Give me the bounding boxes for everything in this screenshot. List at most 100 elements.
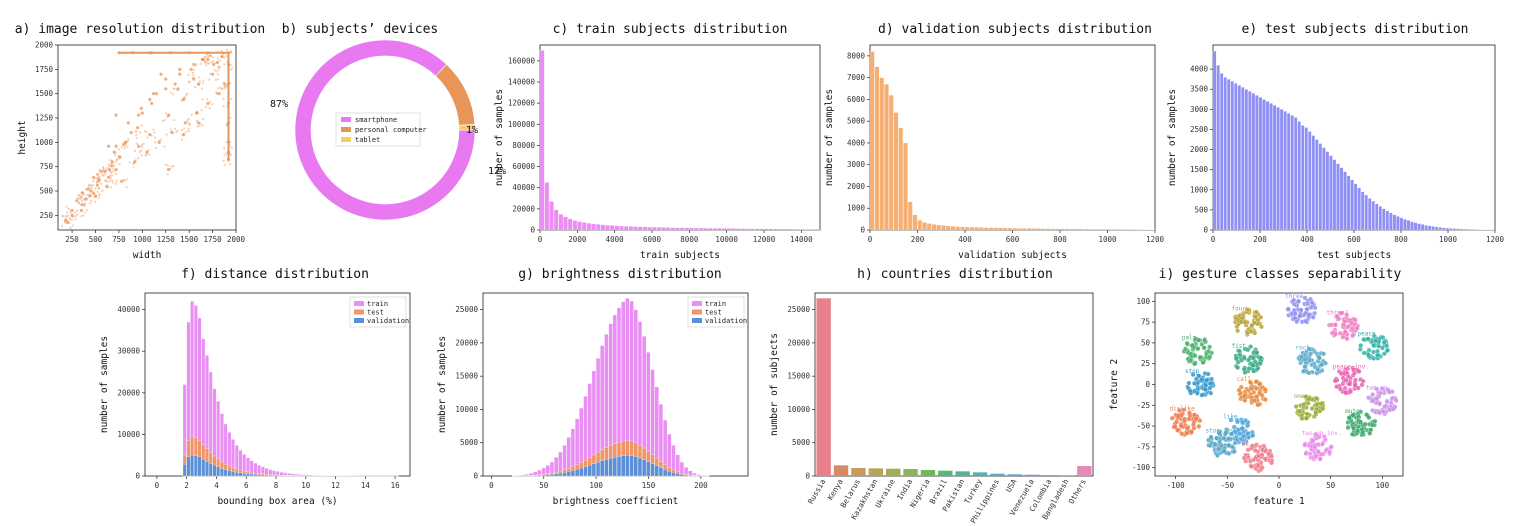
- cluster-point: [1370, 398, 1376, 404]
- histogram-bar: [1107, 229, 1113, 231]
- bar-validation: [242, 473, 247, 477]
- cluster-point: [1226, 442, 1232, 448]
- scatter-point: [89, 195, 92, 198]
- scatter-point: [125, 140, 128, 143]
- scatter-point: [214, 78, 217, 82]
- x-axis-label: bounding box area (%): [217, 496, 337, 507]
- scatter-point: [187, 121, 190, 124]
- scatter-point: [206, 55, 209, 58]
- scatter-point: [79, 208, 84, 213]
- x-tick-label: 8000: [680, 235, 699, 244]
- cluster-point: [1179, 431, 1185, 437]
- scatter-point: [218, 66, 222, 69]
- bar-validation: [208, 463, 213, 477]
- cluster-point: [1244, 307, 1250, 313]
- y-tick-label: 25000: [787, 305, 810, 314]
- cluster-point: [1302, 364, 1308, 370]
- scatter-point: [88, 193, 92, 196]
- cluster-point: [1204, 377, 1210, 383]
- scatter-point: [164, 163, 167, 166]
- cluster-point: [1169, 415, 1175, 421]
- histogram-bar: [1403, 218, 1407, 231]
- scatter-point: [198, 80, 202, 83]
- scatter-point: [106, 167, 109, 170]
- histogram-bar: [1097, 229, 1103, 231]
- x-tick-label: 750: [112, 235, 126, 244]
- y-tick-label: 2000: [35, 41, 54, 50]
- panel-title: h) countries distribution: [857, 267, 1053, 282]
- histogram-bar: [595, 224, 601, 231]
- scatter-point: [145, 153, 148, 156]
- bar-validation: [234, 472, 239, 477]
- panel-b: b) subjects’ devices 87% 12% 1% smartphone pe…: [270, 22, 506, 221]
- cluster-point: [1302, 318, 1308, 324]
- scatter-point: [176, 87, 180, 91]
- legend-swatch: [354, 301, 364, 306]
- scatter-point: [196, 125, 199, 128]
- cluster-point: [1251, 389, 1257, 395]
- scatter-point: [75, 199, 79, 203]
- cluster-point: [1312, 305, 1318, 311]
- histogram-bar: [884, 84, 889, 231]
- scatter-point: [206, 58, 210, 62]
- cluster-point: [1375, 348, 1380, 354]
- scatter-point: [63, 218, 68, 222]
- scatter-point: [135, 136, 138, 140]
- cluster-point: [1239, 426, 1245, 431]
- histogram-bar: [1399, 217, 1404, 231]
- scatter-point: [79, 197, 82, 201]
- plot-frame: [814, 292, 1094, 477]
- histogram-bar: [693, 227, 699, 231]
- y-tick-label: 500: [39, 187, 53, 196]
- scatter-point: [77, 197, 81, 200]
- legend-swatch: [692, 318, 702, 323]
- scatter-point: [169, 167, 172, 170]
- histogram-bar: [1112, 229, 1117, 231]
- y-tick-label: 5000: [460, 438, 479, 447]
- histogram-bar: [745, 228, 750, 231]
- scatter-point: [195, 63, 199, 66]
- scatter-point: [219, 86, 222, 89]
- histogram-bar: [1121, 229, 1127, 231]
- histogram-bar: [1226, 79, 1231, 231]
- cluster-point: [1345, 373, 1351, 379]
- scatter-point: [213, 68, 216, 72]
- slice-label: 87%: [270, 99, 288, 110]
- histogram-bar: [1059, 228, 1065, 231]
- histogram-bar: [1325, 151, 1330, 231]
- scatter-point: [191, 76, 194, 79]
- bar-validation: [637, 457, 643, 477]
- y-tick-label: 4000: [1190, 65, 1209, 74]
- cluster-point: [1242, 393, 1247, 399]
- cluster-point: [1241, 455, 1247, 461]
- cluster-point: [1254, 386, 1260, 391]
- x-tick-label: 1500: [180, 235, 199, 244]
- cluster-point: [1378, 390, 1383, 396]
- scatter-point: [98, 168, 101, 171]
- histogram-bar: [926, 223, 932, 231]
- scatter-point: [140, 149, 143, 152]
- cluster-point: [1371, 349, 1376, 355]
- cluster-point: [1337, 386, 1343, 392]
- cluster-point: [1205, 371, 1211, 377]
- histogram-bar: [586, 222, 592, 231]
- legend-label: train: [367, 300, 388, 308]
- cluster-point: [1207, 344, 1213, 350]
- plot-frame: [539, 44, 821, 231]
- scatter-point: [120, 146, 123, 149]
- scatter-point: [103, 173, 106, 176]
- legend-label: validation: [705, 317, 747, 325]
- histogram-bar: [1265, 101, 1270, 231]
- clusters: four three three2 peace palm fist rock peace in…: [1169, 293, 1399, 474]
- legend-swatch: [692, 309, 702, 315]
- cluster-point: [1216, 446, 1222, 452]
- scatter-point: [203, 55, 206, 58]
- scatter-point: [195, 111, 199, 115]
- histogram-bar: [1420, 224, 1425, 231]
- cluster-point: [1242, 370, 1248, 375]
- scatter-point: [229, 51, 233, 54]
- scatter-point: [115, 172, 118, 176]
- y-tick-label: 80000: [512, 141, 535, 150]
- histogram-bar: [922, 222, 927, 231]
- cluster-point: [1375, 352, 1380, 358]
